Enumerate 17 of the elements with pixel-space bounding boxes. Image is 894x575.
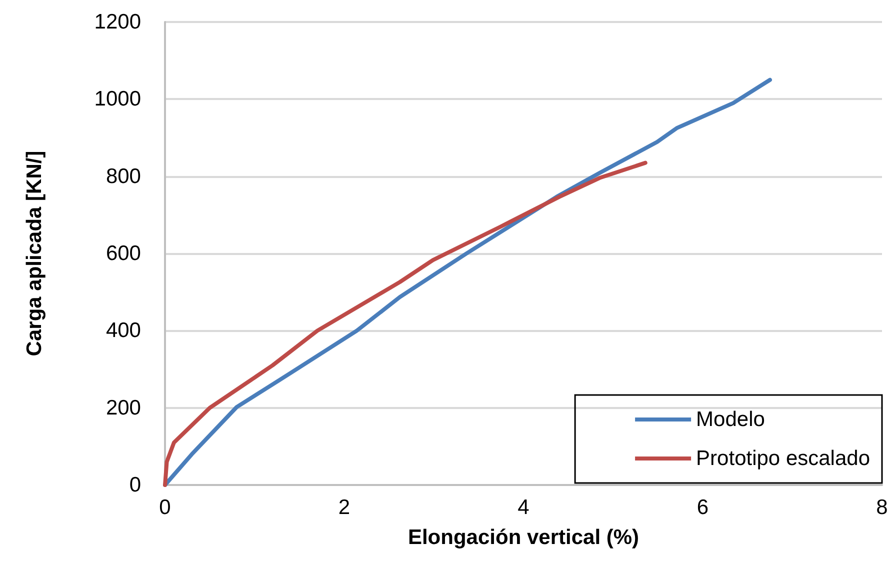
x-tick-label: 4 <box>518 496 530 519</box>
x-tick-label: 6 <box>696 496 709 519</box>
y-tick-label: 0 <box>129 474 141 496</box>
legend-label: Prototipo escalado <box>696 447 870 470</box>
x-tick-label: 2 <box>338 496 350 519</box>
y-axis-title: Carga aplicada [KN/] <box>23 150 46 356</box>
y-tick-label: 200 <box>106 396 141 420</box>
y-tick-label: 600 <box>106 242 141 265</box>
y-tick-label: 400 <box>106 319 141 342</box>
y-tick-label: 800 <box>106 164 141 188</box>
y-tick-label: 1000 <box>94 88 141 111</box>
y-tick-label: 1200 <box>94 10 141 34</box>
x-axis-title: Elongación vertical (%) <box>408 526 640 549</box>
line-series <box>163 160 648 487</box>
x-tick-label: 8 <box>876 496 888 519</box>
x-tick-label: 0 <box>159 496 171 519</box>
legend-label: Modelo <box>696 408 765 431</box>
